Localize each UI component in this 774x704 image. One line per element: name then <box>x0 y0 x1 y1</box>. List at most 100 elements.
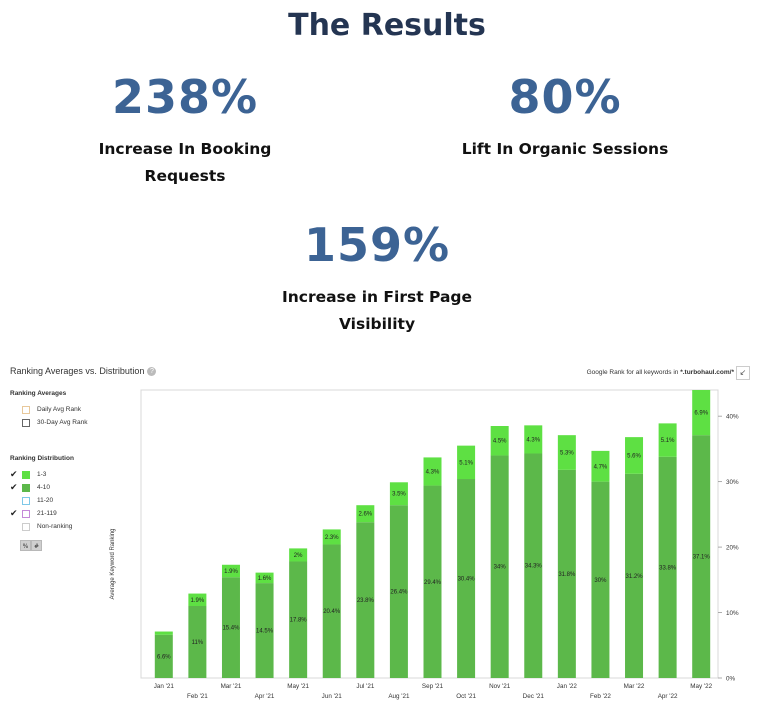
bar-1-3 <box>457 445 476 480</box>
data-label: 2.6% <box>358 512 372 518</box>
panel-note-domain: *.turbohaul.com/* <box>680 369 734 376</box>
x-tick-label: Apr '22 <box>658 693 678 700</box>
data-label: 14.5% <box>256 629 274 635</box>
x-tick-label: May '22 <box>690 683 712 690</box>
bar-1-3 <box>322 529 341 545</box>
info-icon[interactable]: ? <box>147 367 157 377</box>
bar-4-10 <box>591 481 610 678</box>
stat-value: 80% <box>508 70 622 124</box>
data-label: 5.3% <box>560 451 574 457</box>
legend-daily-avg[interactable]: Daily Avg Rank <box>10 403 87 416</box>
x-tick-label: Apr '21 <box>255 693 275 700</box>
swatch-icon <box>22 509 30 518</box>
checkmark-icon: ✔ <box>10 482 18 492</box>
bar-1-3 <box>154 631 173 635</box>
checkmark-icon: ✔ <box>10 508 18 518</box>
y-tick-label: 0% <box>726 676 736 683</box>
data-label: 4.7% <box>594 464 608 470</box>
swatch-icon <box>22 470 30 479</box>
bar-1-3 <box>490 426 509 456</box>
data-label: 15.4% <box>222 626 240 632</box>
bar-4-10 <box>188 606 207 678</box>
bar-1-3 <box>591 450 610 482</box>
bar-4-10 <box>625 473 644 678</box>
bar-4-10 <box>154 634 173 678</box>
data-label: 30% <box>594 578 607 584</box>
x-tick-label: Jun '21 <box>322 693 343 700</box>
ranking-panel: Ranking Averages vs. Distribution? Googl… <box>0 356 774 704</box>
bar-4-10 <box>524 453 543 678</box>
x-tick-label: Aug '21 <box>388 693 410 700</box>
stat-label-line: Requests <box>144 167 226 185</box>
swatch-icon <box>22 496 30 505</box>
bar-1-3 <box>221 564 240 578</box>
legend-dist-item[interactable]: ✔ 1-3 <box>10 468 74 481</box>
stat-label: Increase In Booking Requests <box>85 136 285 190</box>
data-label: 11% <box>192 640 204 646</box>
data-label: 34.3% <box>525 564 543 570</box>
bar-4-10 <box>221 577 240 678</box>
bar-1-3 <box>524 425 543 454</box>
stat-booking-requests: 238% Increase In Booking Requests <box>85 74 285 190</box>
stat-value: 159% <box>303 218 451 272</box>
x-tick-label: Jan '21 <box>154 683 175 690</box>
percent-toggle[interactable]: % <box>20 540 31 551</box>
bar-1-3 <box>356 505 375 523</box>
data-label: 5.1% <box>459 460 473 466</box>
stat-label: Lift In Organic Sessions <box>440 136 690 163</box>
data-label: 17.8% <box>290 618 308 624</box>
y-tick-label: 20% <box>726 545 739 552</box>
x-tick-label: Jan '22 <box>557 683 578 690</box>
ranking-averages-legend: Ranking Averages Daily Avg Rank 30-Day A… <box>10 390 87 429</box>
data-label: 5.1% <box>661 438 675 444</box>
stat-first-page-visibility: 159% Increase in First Page Visibility <box>262 222 492 338</box>
stat-label-line: Visibility <box>338 315 416 333</box>
stat-label-line: Increase in First Page <box>281 288 473 306</box>
data-label: 31.8% <box>558 572 576 578</box>
data-label: 1.6% <box>258 576 272 582</box>
data-label: 20.4% <box>323 609 341 615</box>
data-label: 26.4% <box>390 590 408 596</box>
data-label: 3.5% <box>392 492 406 498</box>
data-label: 4.3% <box>526 437 540 443</box>
x-tick-label: May '21 <box>287 683 309 690</box>
x-tick-label: Feb '22 <box>590 693 611 700</box>
bar-4-10 <box>557 469 576 678</box>
legend-dist-item[interactable]: ✔ 21-119 <box>10 507 74 520</box>
legend-dist-item[interactable]: Non-ranking <box>10 520 74 533</box>
panel-note-prefix: Google Rank for all keywords in <box>586 369 681 376</box>
bar-1-3 <box>423 457 442 486</box>
x-tick-label: Mar '22 <box>624 683 645 690</box>
bar-4-10 <box>389 505 408 678</box>
value-mode-toggle: % # <box>20 540 42 551</box>
bar-4-10 <box>692 435 711 678</box>
x-tick-label: Mar '21 <box>221 683 242 690</box>
data-label: 4.5% <box>493 439 507 445</box>
x-tick-label: Dec '21 <box>523 693 545 700</box>
bar-4-10 <box>255 583 274 678</box>
data-label: 33.8% <box>659 565 677 571</box>
collapse-icon[interactable]: ↙ <box>736 366 750 380</box>
legend-dist-item[interactable]: 11-20 <box>10 494 74 507</box>
data-label: 30.4% <box>458 577 476 583</box>
legend-label: 30-Day Avg Rank <box>37 419 88 426</box>
bar-1-3 <box>188 593 207 606</box>
bar-1-3 <box>289 548 308 562</box>
x-tick-label: Feb '21 <box>187 693 208 700</box>
ranking-distribution-legend: Ranking Distribution ✔ 1-3 ✔ 4-10 11-20 ✔ 21-1… <box>10 455 74 533</box>
stat-label-line: Increase In Booking <box>98 140 272 158</box>
count-toggle[interactable]: # <box>31 540 42 551</box>
legend-30day-avg[interactable]: 30-Day Avg Rank <box>10 416 87 429</box>
legend-dist-item[interactable]: ✔ 4-10 <box>10 481 74 494</box>
stat-label-line: Lift In Organic Sessions <box>461 140 669 158</box>
x-tick-label: Jul '21 <box>356 683 375 690</box>
data-label: 5.6% <box>627 453 641 459</box>
x-tick-label: Oct '21 <box>456 693 476 700</box>
data-label: 2% <box>294 553 303 559</box>
stat-value: 238% <box>111 70 259 124</box>
data-label: 6.9% <box>694 411 708 417</box>
bar-4-10 <box>356 522 375 678</box>
swatch-icon <box>22 483 30 492</box>
x-tick-label: Nov '21 <box>489 683 511 690</box>
y-tick-label: 30% <box>726 479 739 486</box>
